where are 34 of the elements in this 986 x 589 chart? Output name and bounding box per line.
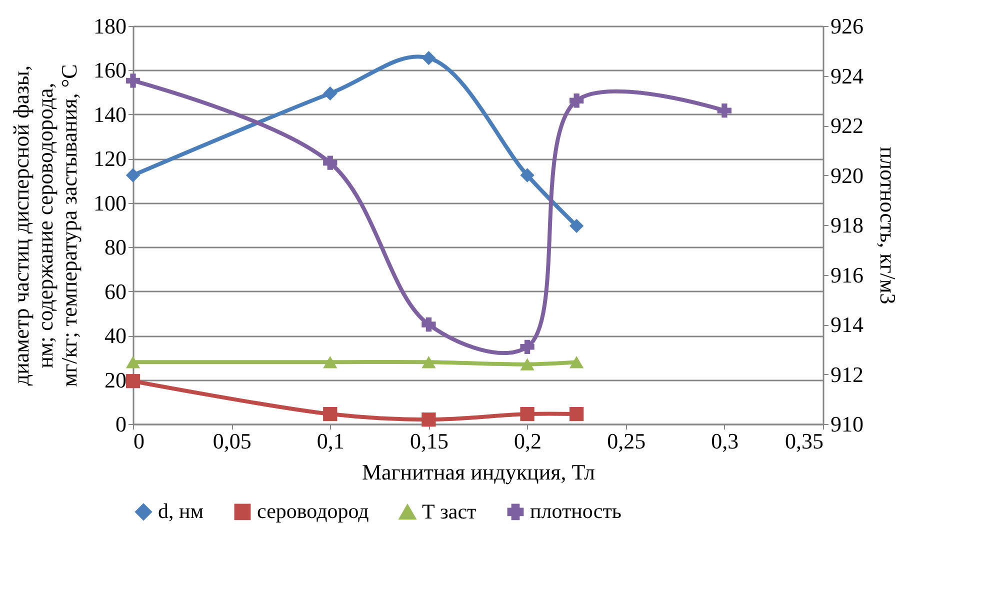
x-tick-label: 0,05 (212, 428, 252, 454)
y-tick-label: 100 (94, 190, 126, 216)
y-tick-label: 0 (116, 412, 126, 436)
x-tick-label: 0,2 (514, 428, 542, 454)
x-tick-label: 0,15 (410, 428, 448, 454)
legend-label: сероводород (257, 498, 370, 523)
y2-tick-label: 920 (830, 162, 864, 188)
y-tick-label: 180 (94, 14, 126, 38)
y-axis-title: диаметр частиц дисперсной фазы, нм; содержание сероводорода, мг/кг; температура застывания, °С (8, 64, 82, 387)
y2-tick-label: 910 (830, 412, 864, 436)
y-tick-label: 120 (94, 146, 126, 172)
y2-axis-title: плотность, кг/м3 (876, 146, 900, 304)
y2-tick-label: 926 (830, 14, 864, 38)
x-tick-label: 0,3 (711, 428, 739, 454)
y2-tick-label: 916 (830, 262, 864, 288)
y2-tick-label: 914 (830, 312, 864, 337)
x-tick-label: 0,35 (785, 428, 824, 454)
x-tick-label: 0,1 (316, 428, 344, 454)
legend-label: плотность (530, 498, 622, 523)
y2-tick-label: 922 (830, 113, 864, 138)
y2-tick-label: 924 (830, 63, 864, 88)
x-tick-label: 0 (134, 428, 144, 454)
x-axis-title: Магнитная индукция, Тл (362, 460, 596, 484)
legend-label: Т заст (422, 499, 476, 524)
y-tick-label: 60 (104, 278, 126, 304)
y-tick-label: 20 (104, 367, 126, 392)
x-tick-label: 0,25 (607, 428, 646, 454)
y2-tick-label: 912 (830, 362, 864, 387)
y-tick-label: 140 (94, 102, 126, 127)
legend-label: d, нм (158, 498, 204, 523)
y-tick-label: 80 (104, 234, 126, 260)
y2-tick-label: 918 (830, 212, 864, 238)
y-tick-label: 40 (104, 323, 126, 348)
y-tick-label: 160 (94, 58, 126, 83)
